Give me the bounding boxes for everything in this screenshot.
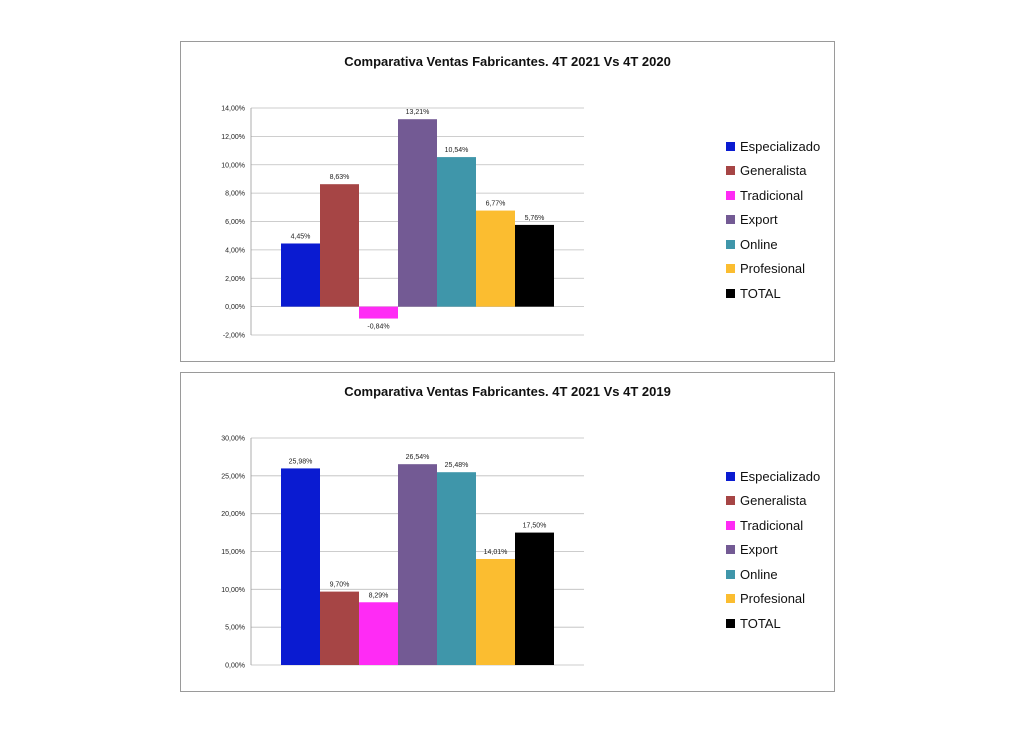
- y-tick-label: 2,00%: [225, 276, 245, 283]
- legend-item-tradicional: Tradicional: [726, 183, 820, 208]
- y-tick-label: -2,00%: [223, 333, 245, 340]
- legend-label: Tradicional: [740, 187, 804, 203]
- bar-especializado: [281, 468, 320, 665]
- y-tick-label: 4,00%: [225, 247, 245, 254]
- legend-swatch: [726, 239, 735, 249]
- legend-item-tradicional: Tradicional: [726, 513, 820, 538]
- bar-generalista: [320, 591, 359, 665]
- chart-panel-vs-2020: Comparativa Ventas Fabricantes. 4T 2021 …: [180, 41, 835, 362]
- y-tick-label: 20,00%: [221, 511, 245, 518]
- legend-item-profesional: Profesional: [726, 587, 820, 612]
- y-tick-label: 12,00%: [221, 134, 245, 141]
- chart-legend: Especializado Generalista Tradicional Expor…: [726, 464, 820, 636]
- legend-swatch: [726, 520, 735, 530]
- legend-label: Generalista: [740, 163, 807, 179]
- chart-title: Comparativa Ventas Fabricantes. 4T 2021 …: [344, 384, 671, 399]
- data-label: 14,01%: [484, 549, 508, 556]
- y-tick-label: 15,00%: [221, 549, 245, 556]
- legend-swatch: [726, 471, 735, 481]
- data-label: 6,77%: [486, 201, 506, 208]
- data-label: 13,21%: [406, 109, 430, 116]
- y-tick-label: 0,00%: [225, 304, 245, 311]
- legend-swatch: [726, 264, 735, 274]
- bar-tradicional: [359, 306, 398, 319]
- y-tick-label: 10,00%: [221, 587, 245, 594]
- data-label: 8,63%: [330, 174, 350, 181]
- bar-profesional: [476, 558, 515, 665]
- data-label: 26,54%: [406, 454, 430, 461]
- legend-label: Export: [740, 542, 778, 558]
- legend-label: Especializado: [740, 138, 821, 154]
- bar-chart-vs-2020: -2,00% 0,00% 2,00% 4,00% 6,00% 8,00% 10,00% 12,…: [221, 106, 584, 340]
- legend-item-total: TOTAL: [726, 611, 820, 636]
- bar-profesional: [476, 210, 515, 307]
- y-tick-label: 8,00%: [225, 191, 245, 198]
- legend-label: Tradicional: [740, 517, 804, 533]
- legend-label: Generalista: [740, 493, 807, 509]
- chart-title: Comparativa Ventas Fabricantes. 4T 2021 …: [344, 54, 671, 69]
- legend-item-export: Export: [726, 208, 820, 233]
- y-tick-label: 5,00%: [225, 625, 245, 632]
- legend-swatch: [726, 190, 735, 200]
- data-label: 10,54%: [445, 147, 469, 154]
- bar-export: [398, 119, 437, 307]
- legend-item-generalista: Generalista: [726, 489, 820, 514]
- legend-item-online: Online: [726, 232, 820, 257]
- legend-item-especializado: Especializado: [726, 134, 820, 159]
- chart-legend: Especializado Generalista Tradicional Expor…: [726, 134, 820, 306]
- bar-export: [398, 464, 437, 665]
- legend-swatch: [726, 594, 735, 604]
- data-label: 25,98%: [289, 458, 313, 465]
- legend-swatch: [726, 496, 735, 506]
- legend-label: TOTAL: [740, 285, 781, 301]
- legend-swatch: [726, 288, 735, 298]
- data-label: 4,45%: [291, 233, 311, 240]
- bar-especializado: [281, 243, 320, 307]
- bar-online: [437, 472, 476, 665]
- legend-label: Online: [740, 236, 778, 252]
- legend-item-online: Online: [726, 562, 820, 587]
- data-label: 25,48%: [445, 462, 469, 469]
- bar-online: [437, 157, 476, 307]
- chart-panel-vs-2019: Comparativa Ventas Fabricantes. 4T 2021 …: [180, 372, 835, 692]
- legend-label: Especializado: [740, 468, 821, 484]
- y-tick-label: 0,00%: [225, 663, 245, 670]
- data-label: 8,29%: [369, 592, 389, 599]
- legend-label: Profesional: [740, 261, 806, 277]
- legend-swatch: [726, 569, 735, 579]
- bar-total: [515, 224, 554, 307]
- bar-chart-vs-2019: 0,00% 5,00% 10,00% 15,00% 20,00% 25,00% 30,00%…: [221, 436, 584, 670]
- legend-item-especializado: Especializado: [726, 464, 820, 489]
- legend-swatch: [726, 141, 735, 151]
- data-label: 5,76%: [525, 215, 545, 222]
- legend-item-export: Export: [726, 538, 820, 563]
- bar-generalista: [320, 184, 359, 307]
- data-label: -0,84%: [367, 324, 389, 331]
- legend-item-total: TOTAL: [726, 281, 820, 306]
- data-label: 17,50%: [523, 523, 547, 530]
- legend-label: Online: [740, 566, 778, 582]
- legend-swatch: [726, 618, 735, 628]
- legend-label: TOTAL: [740, 615, 781, 631]
- legend-label: Profesional: [740, 591, 806, 607]
- y-tick-label: 6,00%: [225, 219, 245, 226]
- bar-total: [515, 532, 554, 665]
- legend-swatch: [726, 166, 735, 176]
- y-tick-label: 14,00%: [221, 106, 245, 113]
- y-tick-label: 10,00%: [221, 162, 245, 169]
- bar-tradicional: [359, 602, 398, 665]
- legend-item-generalista: Generalista: [726, 159, 820, 184]
- legend-label: Export: [740, 212, 778, 228]
- y-tick-label: 30,00%: [221, 436, 245, 443]
- legend-swatch: [726, 545, 735, 555]
- data-label: 9,70%: [330, 582, 350, 589]
- legend-swatch: [726, 215, 735, 225]
- legend-item-profesional: Profesional: [726, 257, 820, 282]
- y-tick-label: 25,00%: [221, 473, 245, 480]
